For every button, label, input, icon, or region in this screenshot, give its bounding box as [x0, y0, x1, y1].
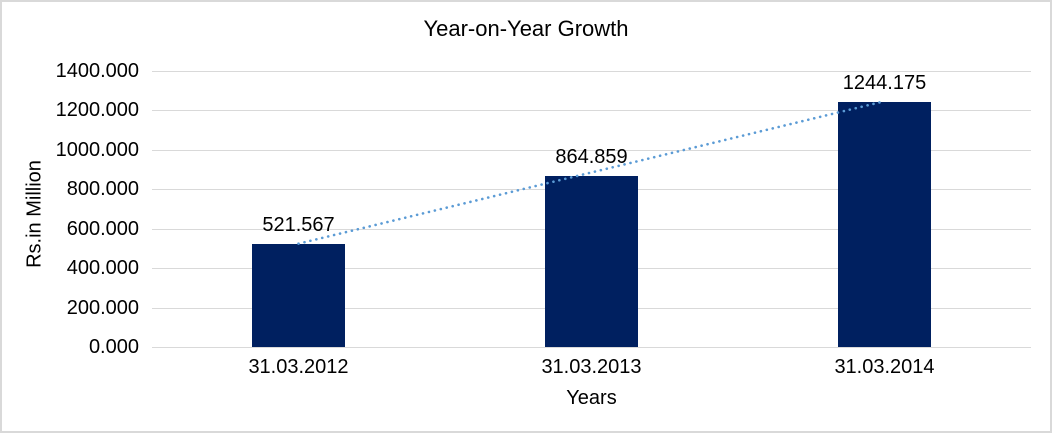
plot-area: 521.567 864.859 1244.175 — [152, 71, 1031, 348]
y-tick-label: 600.000 — [66, 217, 139, 240]
bar-value-label: 864.859 — [555, 146, 628, 169]
bar — [838, 101, 931, 347]
bar — [545, 176, 638, 347]
y-tick-label: 1000.000 — [55, 138, 139, 161]
chart-title: Year-on-Year Growth — [423, 16, 629, 41]
y-tick-label: 0.000 — [88, 336, 139, 358]
x-tick-label: 31.03.2013 — [541, 356, 642, 378]
gridline — [152, 347, 1031, 348]
y-tick-label: 1200.000 — [55, 99, 139, 122]
bar-value-label: 1244.175 — [842, 71, 927, 94]
x-tick-label: 31.03.2012 — [248, 356, 349, 378]
gridline — [152, 110, 1031, 112]
y-tick-label: 1400.000 — [55, 60, 139, 82]
y-tick-label: 400.000 — [66, 257, 139, 280]
gridline — [152, 71, 1031, 72]
y-axis-title: Rs.in Million — [23, 160, 46, 268]
bar — [252, 244, 345, 347]
trendline — [297, 99, 886, 245]
x-axis-title: Years — [566, 387, 617, 409]
gridline — [152, 149, 1031, 151]
y-tick-label: 200.000 — [66, 296, 139, 319]
y-tick-label: 800.000 — [66, 178, 139, 201]
bar-value-label: 521.567 — [262, 214, 335, 237]
x-tick-label: 31.03.2014 — [834, 356, 935, 378]
